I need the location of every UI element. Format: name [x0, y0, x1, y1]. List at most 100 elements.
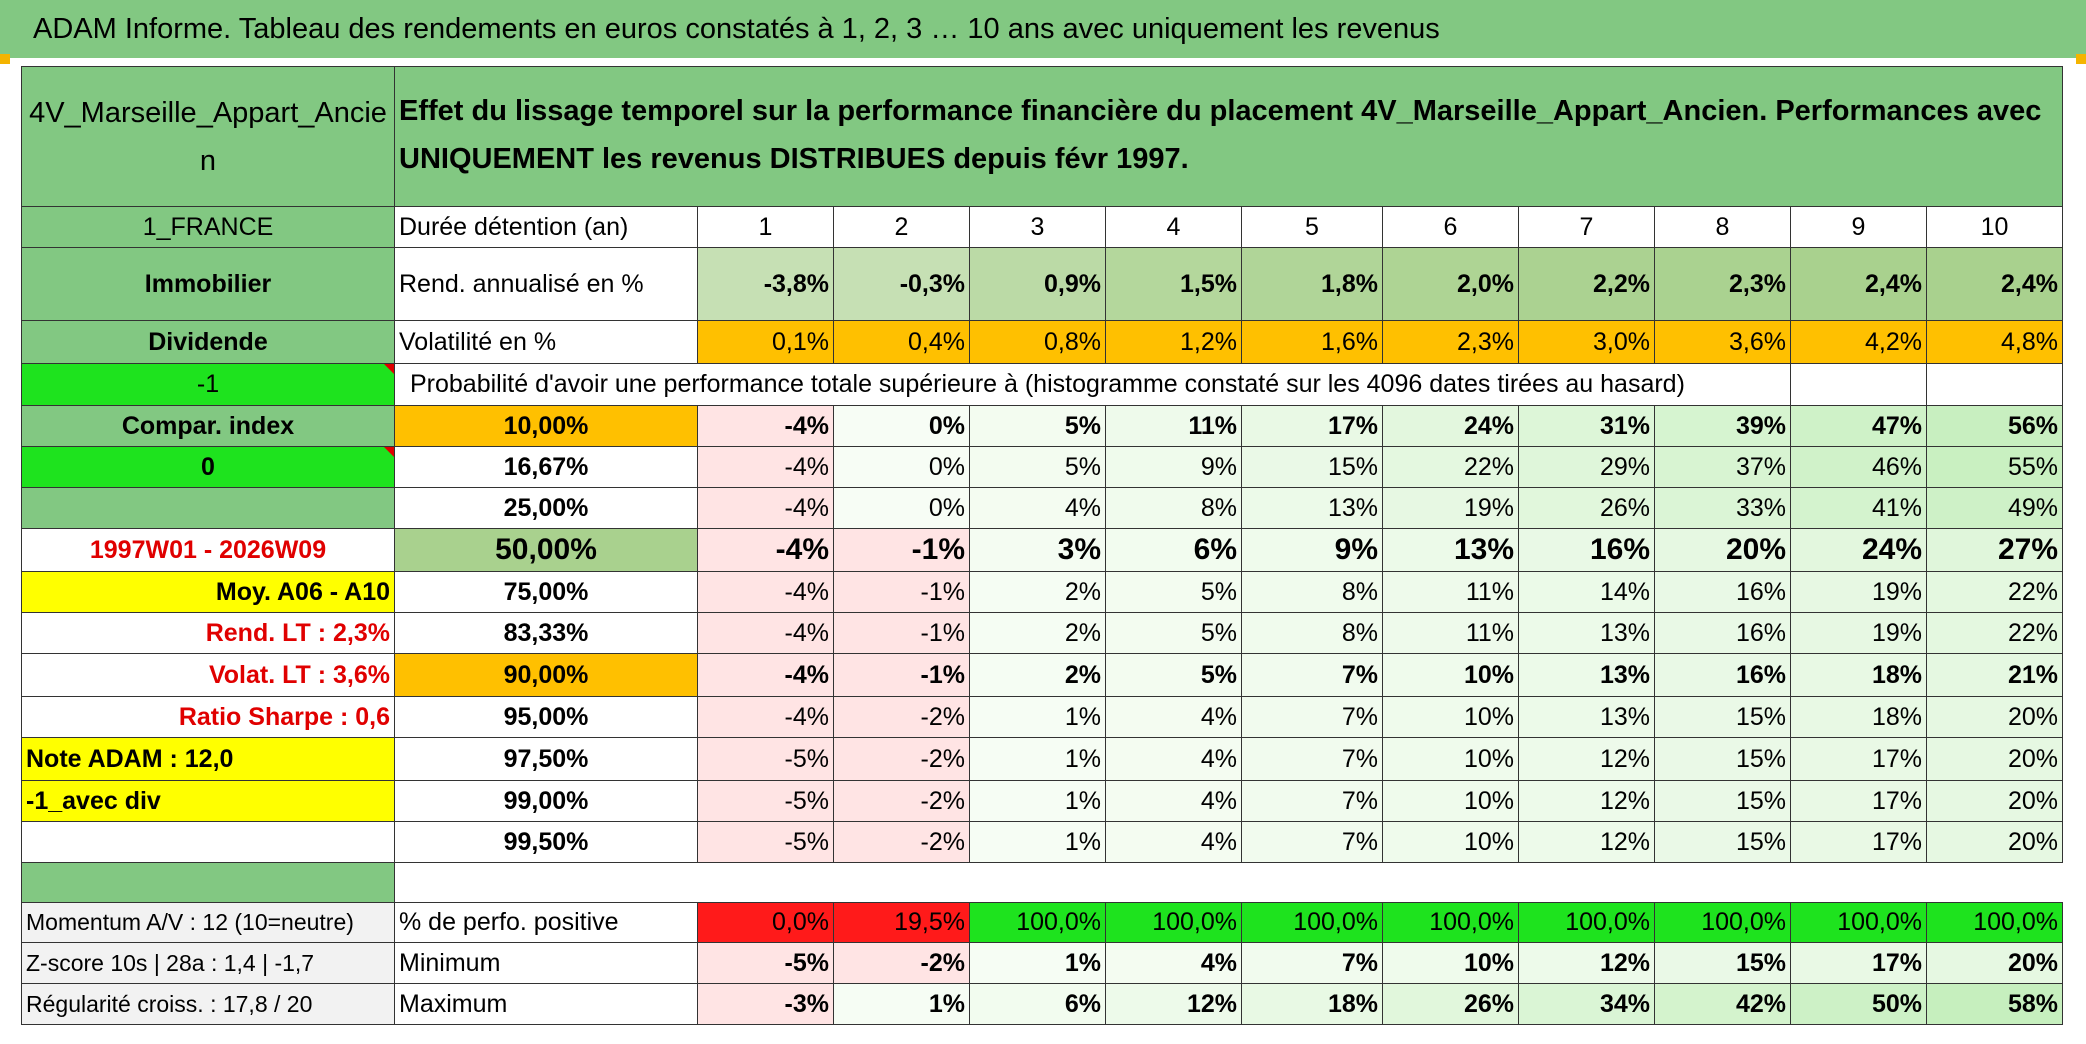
percentile-value: 11% [1382, 571, 1519, 613]
year-header: 8 [1654, 206, 1791, 248]
percentile-label: 10,00% [394, 405, 698, 447]
label-category: Immobilier [21, 247, 395, 321]
label-note: Note ADAM : 12,0 [21, 737, 395, 781]
percentile-value: 5% [1105, 653, 1242, 697]
label-country: 1_FRANCE [21, 206, 395, 248]
percentile-value: -4% [697, 653, 834, 697]
percentile-value: 13% [1518, 612, 1655, 654]
percentile-label: 25,00% [394, 487, 698, 529]
percentile-value: 20% [1926, 780, 2063, 822]
label-maximum: Maximum [394, 983, 698, 1025]
percentile-label: 83,33% [394, 612, 698, 654]
percentile-row: Moy. A06 - A10 75,00% -4% -1% 2% 5% 8% 11% 14% 16… [21, 571, 2063, 613]
percentile-value: 5% [1105, 571, 1242, 613]
percentile-value: 2% [969, 653, 1106, 697]
corner-marker-left [0, 54, 10, 64]
percentile-value: 0% [833, 487, 970, 529]
row-proba: -1 Probabilité d'avoir une performance to… [21, 363, 2063, 406]
percentile-value: 1% [969, 821, 1106, 863]
percentile-value: -1% [833, 612, 970, 654]
percentile-value: 24% [1382, 405, 1519, 447]
percentile-value: 13% [1518, 696, 1655, 738]
percentile-value: 37% [1654, 446, 1791, 488]
row-minimum: Z-score 10s | 28a : 1,4 | -1,7 Minimum -5%… [21, 942, 2063, 984]
percentile-value: 15% [1654, 821, 1791, 863]
percentile-value: 13% [1518, 653, 1655, 697]
page-title: ADAM Informe. Tableau des rendements en … [0, 0, 2086, 58]
rend-value: 2,3% [1654, 247, 1791, 321]
percentile-row: Ratio Sharpe : 0,6 95,00% -4% -2% 1% 4% 7% 10% 1… [21, 696, 2063, 738]
minimum-value: -2% [833, 942, 970, 984]
year-header: 4 [1105, 206, 1242, 248]
fund-name-cell: 4V_Marseille_Appart_Ancie n [21, 66, 395, 207]
label-rend: Rend. annualisé en % [394, 247, 698, 321]
percentile-value: 7% [1241, 780, 1383, 822]
percentile-value: 7% [1241, 653, 1383, 697]
percentile-value: 4% [969, 487, 1106, 529]
percentile-value: 20% [1926, 696, 2063, 738]
minimum-value: 15% [1654, 942, 1791, 984]
percentile-value: 46% [1790, 446, 1927, 488]
vol-value: 4,2% [1790, 320, 1927, 364]
flag-cell: 0 [21, 446, 395, 488]
percentile-value: 31% [1518, 405, 1655, 447]
vol-value: 0,4% [833, 320, 970, 364]
percentile-value: -2% [833, 737, 970, 781]
percentile-value: 8% [1105, 487, 1242, 529]
percentile-value: 19% [1790, 612, 1927, 654]
positive-value: 0,0% [697, 902, 834, 943]
year-header: 10 [1926, 206, 2063, 248]
percentile-value: 15% [1654, 696, 1791, 738]
corner-marker-right [2076, 54, 2086, 64]
positive-value: 100,0% [969, 902, 1106, 943]
percentile-label: 50,00% [394, 528, 698, 572]
percentile-label: 97,50% [394, 737, 698, 781]
rend-value: 2,4% [1926, 247, 2063, 321]
percentile-value: 22% [1382, 446, 1519, 488]
percentile-value: 4% [1105, 737, 1242, 781]
row-maximum: Régularité croiss. : 17,8 / 20 Maximum -3%… [21, 983, 2063, 1025]
percentile-label: 95,00% [394, 696, 698, 738]
maximum-value: 12% [1105, 983, 1242, 1025]
rend-value: 1,5% [1105, 247, 1242, 321]
percentile-row: 25,00% -4% 0% 4% 8% 13% 19% 26% 33% 41% 49% [21, 487, 2063, 529]
empty-cell [1926, 363, 2063, 406]
percentile-value: -1% [833, 653, 970, 697]
percentile-value: 10% [1382, 696, 1519, 738]
percentile-value: 4% [1105, 780, 1242, 822]
vol-value: 3,6% [1654, 320, 1791, 364]
vol-value: 4,8% [1926, 320, 2063, 364]
positive-value: 100,0% [1105, 902, 1242, 943]
vol-value: 1,2% [1105, 320, 1242, 364]
rend-value: 1,8% [1241, 247, 1383, 321]
percentile-value: 17% [1790, 821, 1927, 863]
percentile-value: -1% [833, 528, 970, 572]
percentile-value: 16% [1654, 571, 1791, 613]
positive-value: 100,0% [1790, 902, 1927, 943]
percentile-row: 0 16,67% -4% 0% 5% 9% 15% 22% 29% 37% 46% 55% [21, 446, 2063, 488]
percentile-value: 19% [1382, 487, 1519, 529]
maximum-value: 1% [833, 983, 970, 1025]
percentile-value: -5% [697, 780, 834, 822]
percentile-row: -1_avec div 99,00% -5% -2% 1% 4% 7% 10% 12% 15% 17… [21, 780, 2063, 822]
percentile-value: 12% [1518, 821, 1655, 863]
percentile-value: -4% [697, 696, 834, 738]
percentile-label: 99,00% [394, 780, 698, 822]
minimum-value: 20% [1926, 942, 2063, 984]
row-vol: Dividende Volatilité en % 0,1% 0,4% 0,8% 1,2%… [21, 320, 2063, 364]
label-compar: Compar. index [21, 405, 395, 447]
percentile-label: 99,50% [394, 821, 698, 863]
positive-value: 100,0% [1241, 902, 1383, 943]
label-period: 1997W01 - 2026W09 [21, 528, 395, 572]
percentile-value: 11% [1105, 405, 1242, 447]
label-positive: % de perfo. positive [394, 902, 698, 943]
percentile-value: 20% [1654, 528, 1791, 572]
percentile-value: 18% [1790, 696, 1927, 738]
percentile-value: -4% [697, 571, 834, 613]
label-duree: Durée détention (an) [394, 206, 698, 248]
year-header: 9 [1790, 206, 1927, 248]
percentile-value: 5% [1105, 612, 1242, 654]
percentile-value: 55% [1926, 446, 2063, 488]
label-type: Dividende [21, 320, 395, 364]
percentile-value: -2% [833, 821, 970, 863]
